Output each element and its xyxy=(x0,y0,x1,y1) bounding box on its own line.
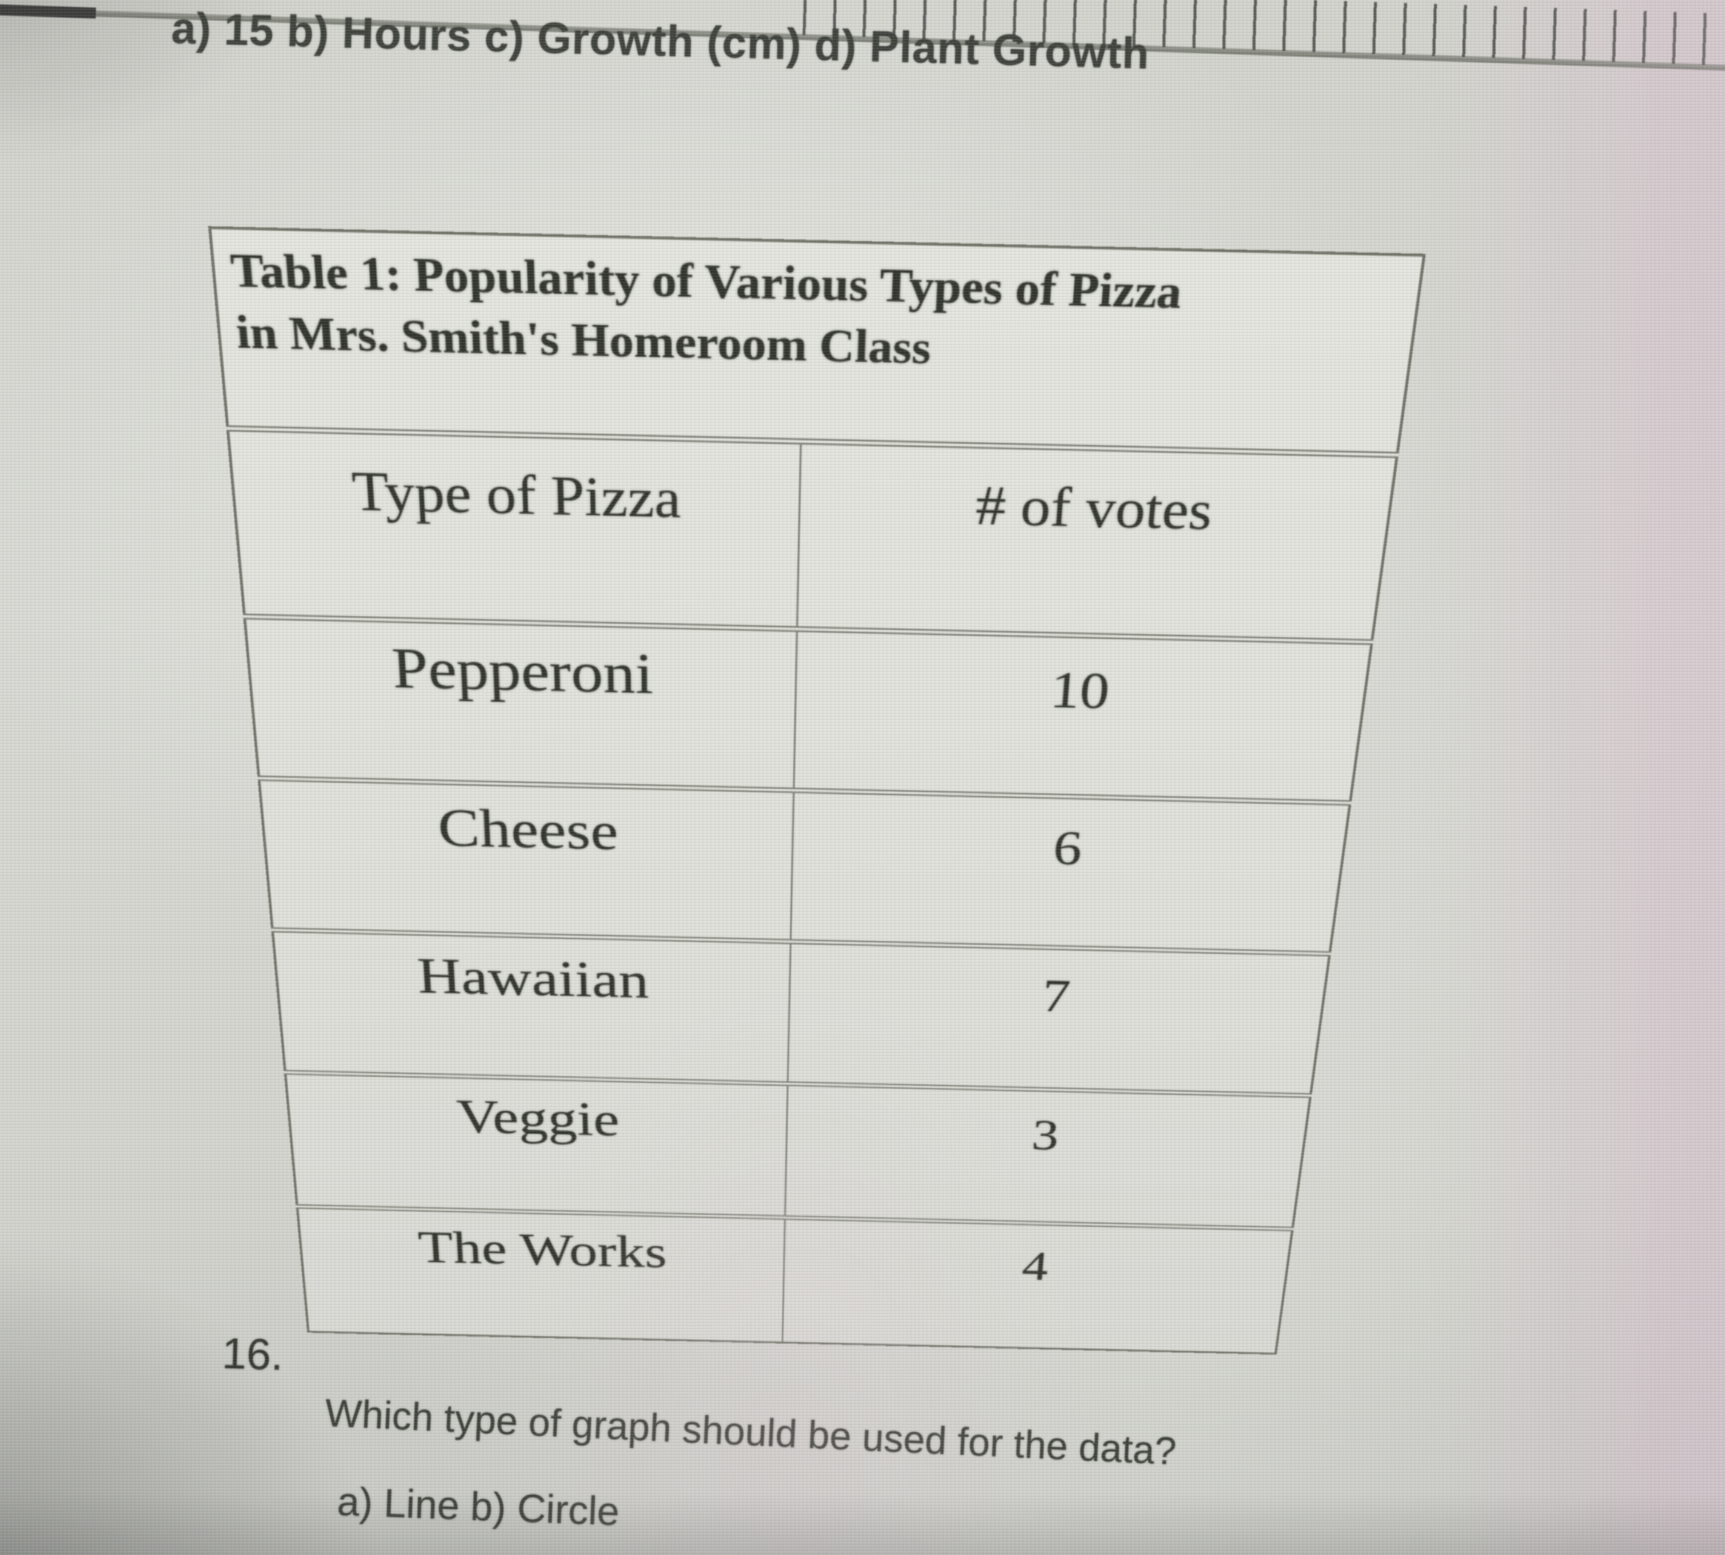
table-title-row: Table 1: Popularity of Various Types of … xyxy=(209,227,1425,455)
pizza-type-cell: Cheese xyxy=(258,778,794,942)
question-number: 16. xyxy=(221,1329,284,1380)
pizza-type-cell: The Works xyxy=(297,1206,785,1343)
table-row: The Works 4 xyxy=(297,1206,1293,1354)
column-header-type-of-pizza: Type of Pizza xyxy=(227,428,801,630)
vote-count-cell: 4 xyxy=(782,1217,1293,1354)
table-title-line1: Table 1: Popularity of Various Types of … xyxy=(228,243,1185,319)
column-header-num-votes: # of votes xyxy=(796,441,1398,643)
vote-count-cell: 3 xyxy=(784,1083,1311,1230)
table-header-row: Type of Pizza # of votes xyxy=(227,428,1398,643)
table-row: Veggie 3 xyxy=(285,1072,1311,1230)
pizza-type-cell: Hawaiian xyxy=(272,929,791,1084)
table-row: Cheese 6 xyxy=(258,778,1351,954)
table-row: Pepperoni 10 xyxy=(244,616,1372,803)
vote-count-cell: 6 xyxy=(790,790,1351,954)
table-title: Table 1: Popularity of Various Types of … xyxy=(209,227,1425,455)
table-title-line2: in Mrs. Smith's Homeroom Class xyxy=(233,305,933,374)
question-text: Which type of graph should be used for t… xyxy=(324,1392,1178,1474)
answer-options: a) Line b) Circle xyxy=(336,1480,621,1535)
quiz-data-table: Table 1: Popularity of Various Types of … xyxy=(208,226,1426,1355)
vote-count-cell: 10 xyxy=(793,629,1372,803)
vote-count-cell: 7 xyxy=(787,941,1330,1096)
pizza-type-cell: Veggie xyxy=(285,1072,788,1218)
ruler-end-cap xyxy=(0,4,97,19)
pizza-type-cell: Pepperoni xyxy=(244,616,797,791)
table-row: Hawaiian 7 xyxy=(272,929,1330,1096)
